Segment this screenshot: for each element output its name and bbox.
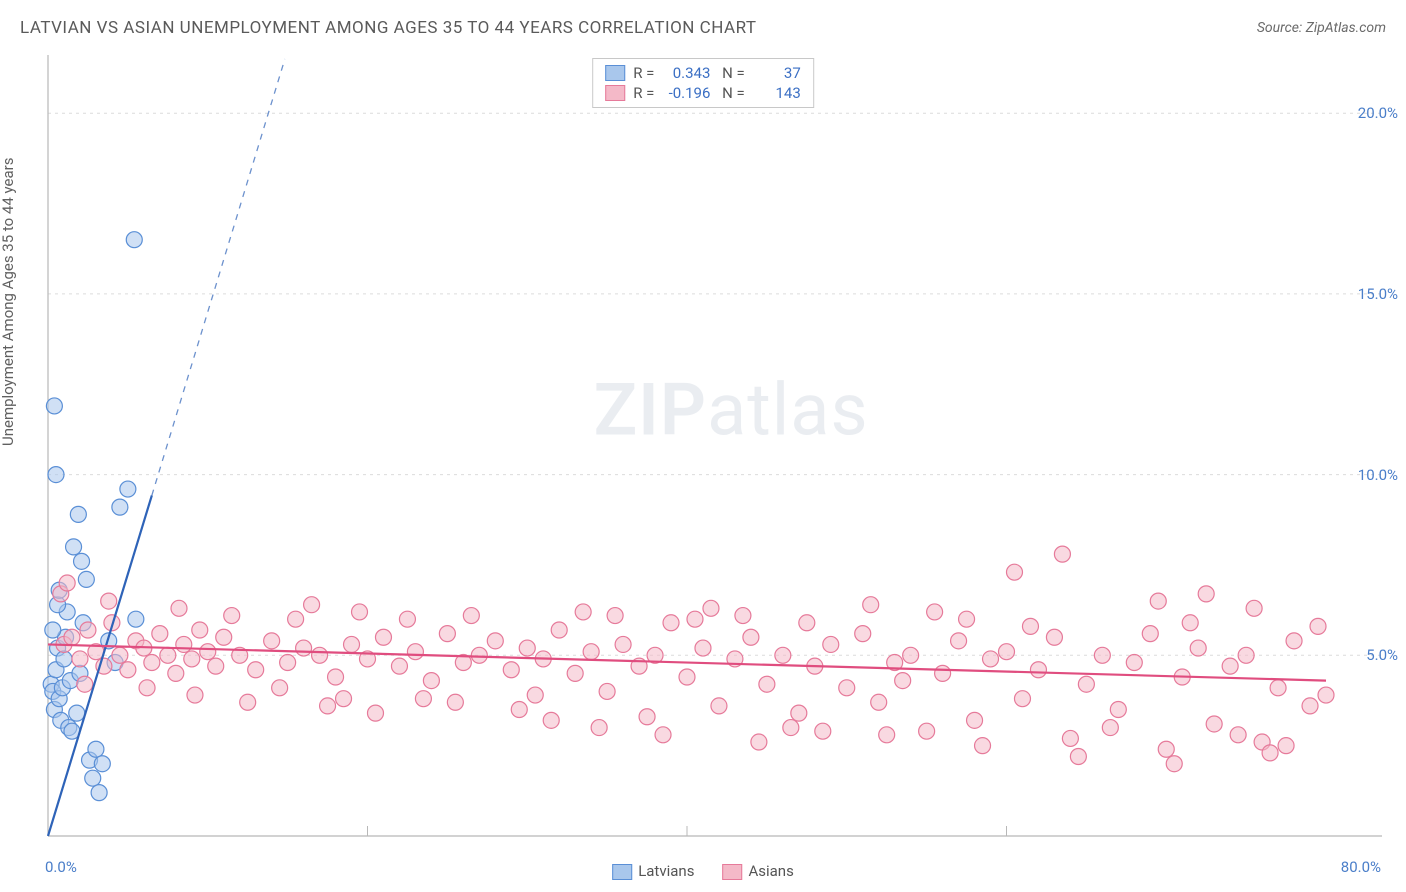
legend-bottom: Latvians Asians	[612, 862, 794, 880]
stats-row-latvians: R =0.343 N =37	[605, 63, 801, 83]
chart-title: LATVIAN VS ASIAN UNEMPLOYMENT AMONG AGES…	[20, 18, 757, 38]
y-tick-label: 5.0%	[1366, 646, 1398, 664]
y-tick-label: 15.0%	[1358, 285, 1398, 303]
stats-legend-box: R =0.343 N =37 R =-0.196 N =143	[592, 58, 814, 108]
stats-row-asians: R =-0.196 N =143	[605, 83, 801, 103]
y-tick-label: 20.0%	[1358, 104, 1398, 122]
legend-item-latvians: Latvians	[612, 862, 694, 880]
x-axis-min-label: 0.0%	[45, 858, 77, 876]
x-axis-max-label: 80.0%	[1341, 858, 1381, 876]
scatter-plot	[42, 55, 1386, 842]
source-label: Source: ZipAtlas.com	[1257, 20, 1386, 36]
y-tick-label: 10.0%	[1358, 466, 1398, 484]
legend-item-asians: Asians	[722, 862, 793, 880]
y-axis-label: Unemployment Among Ages 35 to 44 years	[0, 158, 17, 446]
